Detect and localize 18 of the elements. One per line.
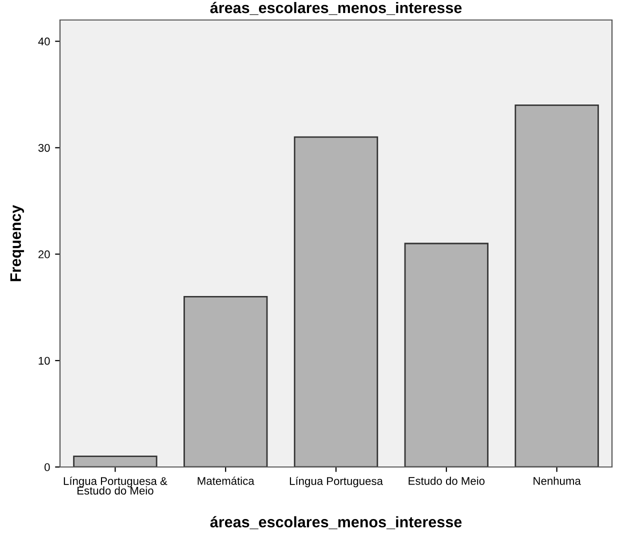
- x-axis-title: áreas_escolares_menos_interesse: [210, 516, 462, 530]
- bar: [514, 104, 599, 467]
- x-tick-label: Língua Portuguesa & Estudo do Meio: [64, 476, 168, 495]
- x-tick-label: Estudo do Meio: [408, 476, 485, 485]
- bar: [404, 242, 488, 467]
- x-tick-label: Matemática: [198, 476, 254, 485]
- bar: [184, 296, 268, 467]
- y-axis-title: Frequency: [10, 204, 24, 282]
- bar: [294, 136, 378, 467]
- y-tick-label: 30: [38, 144, 50, 152]
- chart-title: áreas_escolares_menos_interesse: [210, 2, 462, 15]
- y-tick-label: 10: [38, 356, 50, 365]
- y-tick-label: 40: [38, 38, 50, 46]
- y-tick-label: 0: [44, 463, 50, 472]
- x-tick-label: Nenhuma: [534, 476, 581, 485]
- y-tick-label: 20: [38, 250, 50, 258]
- bar: [73, 456, 158, 467]
- x-tick-label: Língua Portuguesa: [290, 476, 383, 488]
